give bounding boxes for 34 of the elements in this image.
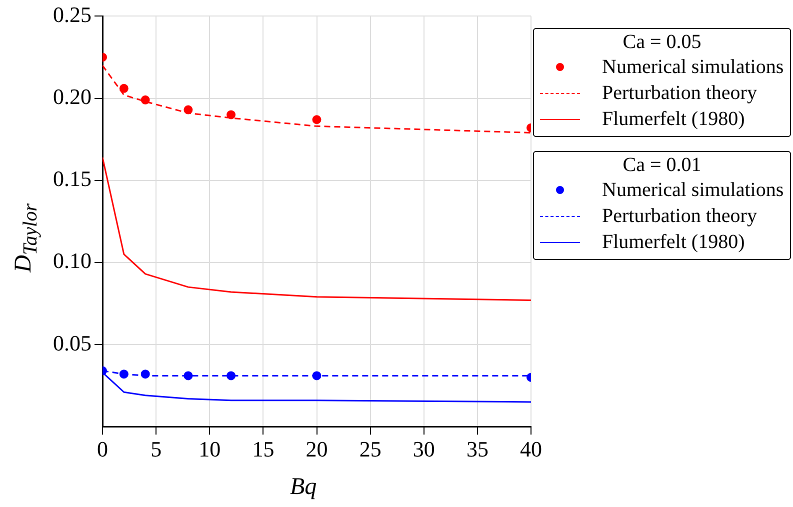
x-tick-label: 20: [306, 436, 328, 462]
x-tick-label: 0: [97, 436, 108, 462]
x-tick-label: 5: [150, 436, 162, 462]
x-tick-label: 15: [252, 436, 274, 462]
text: Ca = 0.05: [622, 31, 702, 54]
x-axis-title: Bq: [290, 474, 317, 501]
x-tick-label: 40: [520, 436, 542, 462]
point: [184, 371, 193, 380]
x-tick-label: 25: [359, 436, 382, 462]
x-tick-label: 35: [466, 436, 488, 462]
point: [119, 84, 128, 93]
y-tick-label: 0.25: [53, 2, 92, 27]
legend-label: Numerical simulations: [602, 56, 784, 78]
x-tick-label: 10: [198, 436, 221, 462]
point: [119, 370, 128, 379]
point: [312, 115, 322, 124]
x-tick-label: 30: [412, 436, 435, 462]
point: [140, 370, 150, 379]
legend-label: Perturbation theory: [602, 204, 757, 228]
y-tick-label: 0.20: [53, 84, 92, 110]
text: Ca = 0.01: [622, 154, 702, 177]
legend-label: Perturbation theory: [602, 82, 757, 104]
point: [226, 371, 236, 380]
y-tick-label: 0.15: [53, 166, 92, 192]
point: [312, 371, 322, 380]
legend-label: Flumerfelt (1980): [602, 230, 745, 254]
point: [184, 105, 193, 114]
y-tick-label: 0.05: [53, 330, 92, 356]
line-series: [102, 64, 531, 134]
legend-label: Numerical simulations: [602, 178, 784, 202]
point: [226, 110, 236, 120]
y-tick-label: 0.10: [53, 248, 92, 274]
legend-label: Flumerfelt (1980): [602, 108, 745, 130]
point: [140, 95, 150, 104]
